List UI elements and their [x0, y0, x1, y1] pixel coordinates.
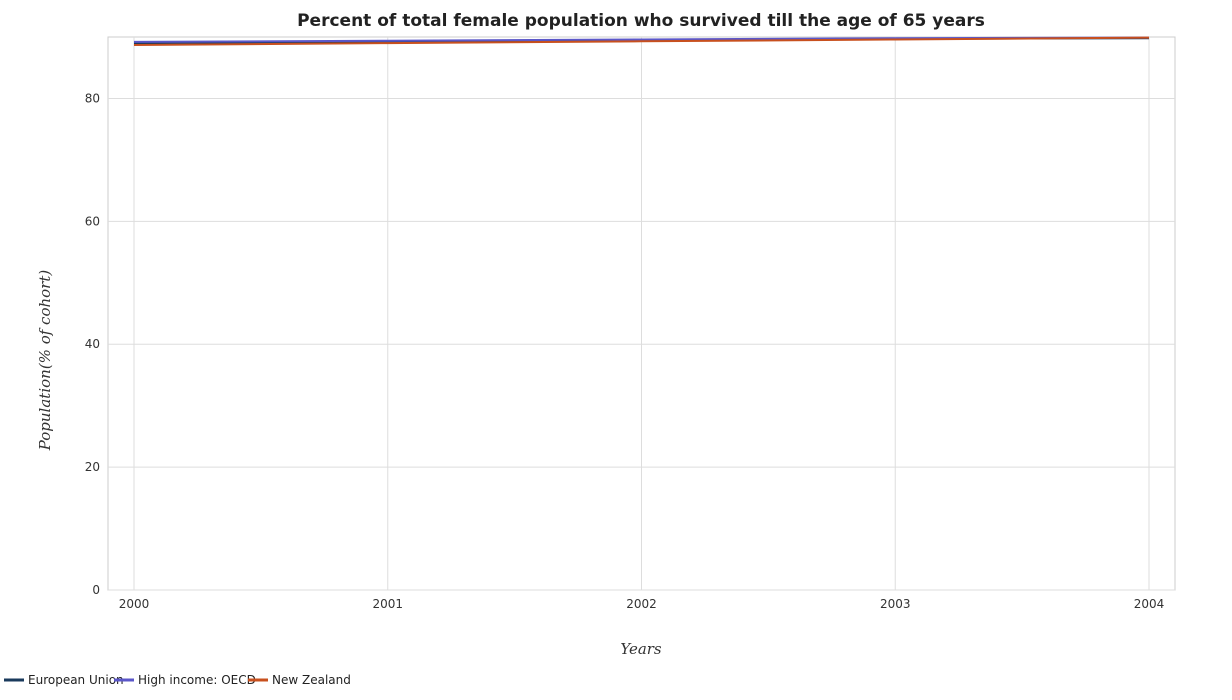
legend-label-high-income-oecd: High income: OECD: [138, 673, 256, 687]
series-lines: [133, 36, 1150, 46]
x-axis-label: Years: [620, 640, 662, 658]
x-tick-labels: 2000 2001 2002 2003 2004: [119, 597, 1165, 611]
x-tick-label: 2001: [372, 597, 403, 611]
chart-title: Percent of total female population who s…: [297, 11, 985, 31]
y-tick-label: 0: [92, 583, 100, 597]
grid: [107, 36, 1176, 591]
legend: European Union High income: OECD New Zeala…: [4, 673, 351, 687]
y-tick-label: 60: [85, 214, 100, 228]
legend-label-european-union: European Union: [28, 673, 124, 687]
series-line-new-zealand: [133, 36, 1150, 46]
y-tick-label: 40: [85, 337, 100, 351]
y-tick-label: 80: [85, 91, 100, 105]
y-tick-labels: 0 20 40 60 80: [85, 91, 100, 597]
x-tick-label: 2002: [626, 597, 657, 611]
y-axis-label: Population(% of cohort): [36, 270, 54, 452]
x-tick-label: 2004: [1134, 597, 1165, 611]
x-tick-label: 2000: [119, 597, 150, 611]
y-tick-label: 20: [85, 460, 100, 474]
legend-label-new-zealand: New Zealand: [272, 673, 351, 687]
x-tick-label: 2003: [880, 597, 911, 611]
